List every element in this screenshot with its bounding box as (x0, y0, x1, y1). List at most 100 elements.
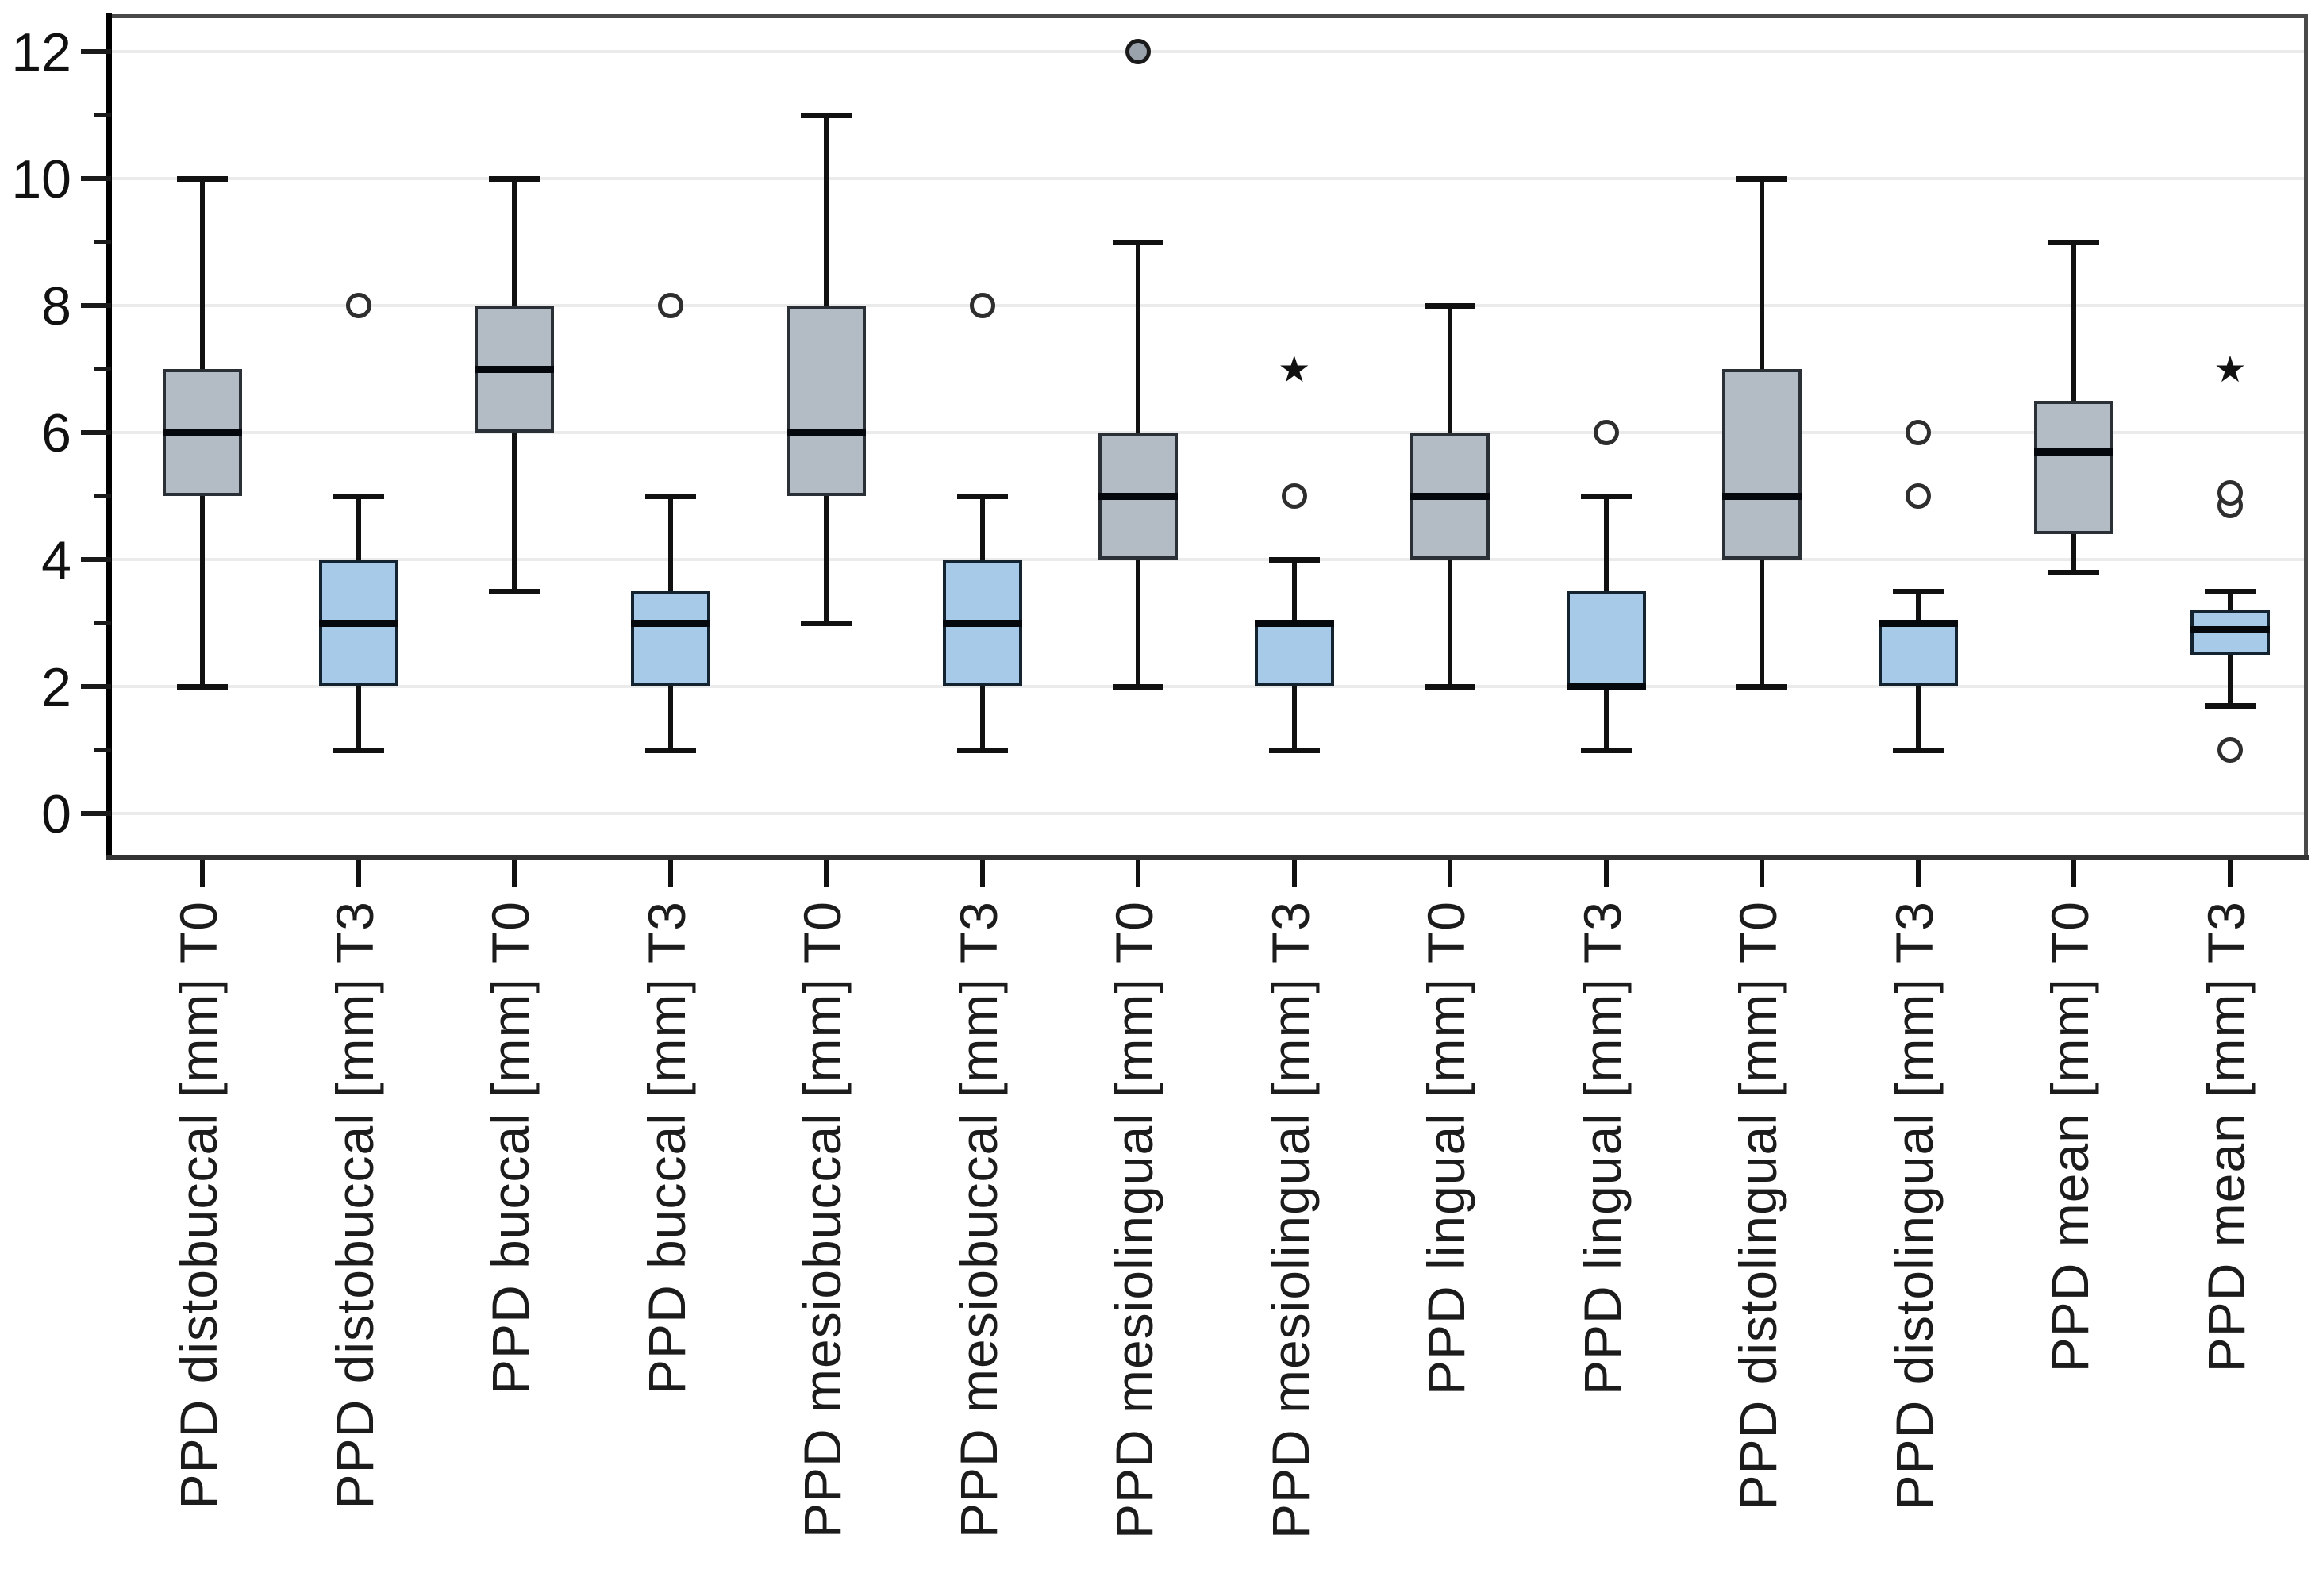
box-6-t3-median (942, 620, 1022, 627)
box-11-t0 (1722, 369, 1802, 560)
box-5-t0-xtick (824, 860, 829, 887)
y-tick-label-12: 12 (11, 22, 71, 83)
y-major-tick-6 (81, 430, 111, 435)
box-1-t0-cap-max (177, 176, 228, 182)
box-11-t0-xtick (1760, 860, 1765, 887)
box-4-t3-xtick (667, 860, 673, 887)
box-12-t3-median (1878, 620, 1958, 627)
y-minor-tick-3 (94, 621, 111, 625)
y-minor-tick-5 (94, 494, 111, 498)
box-4-t3-cap-max (644, 494, 696, 499)
box-14-t3-cap-max (2205, 589, 2256, 594)
box-6-t3-xtick (979, 860, 985, 887)
box-7-t0-outlier-12 (1125, 39, 1152, 64)
box-1-t0-cap-min (177, 684, 228, 690)
y-tick-label-10: 10 (11, 149, 71, 210)
y-major-tick-10 (81, 176, 111, 181)
box-9-t0-cap-max (1425, 303, 1476, 309)
box-9-t0-xtick (1448, 860, 1453, 887)
y-axis-line (106, 13, 112, 860)
gridline-y8 (111, 304, 2304, 307)
x-category-label-5: PPD mesiobuccal [mm] T0 (793, 901, 852, 1539)
box-6-t3-cap-min (956, 748, 1008, 753)
x-category-label-10: PPD lingual [mm] T3 (1572, 901, 1632, 1395)
box-3-t0-cap-max (489, 176, 540, 182)
y-minor-tick-9 (94, 240, 111, 244)
box-10-t3-median (1566, 683, 1646, 690)
box-14-t3-outlier-5.05 (2217, 480, 2244, 506)
box-1-t0-xtick (200, 860, 205, 887)
box-5-t0 (787, 306, 867, 496)
gridline-y6 (111, 431, 2304, 434)
box-4-t3-median (630, 620, 710, 627)
box-14-t3-median (2190, 626, 2271, 633)
box-5-t0-median (787, 429, 867, 436)
box-4-t3-outlier-8 (657, 293, 683, 318)
box-3-t0-median (475, 366, 555, 373)
y-tick-label-8: 8 (41, 276, 71, 337)
y-major-tick-2 (81, 684, 111, 689)
y-minor-tick-11 (94, 113, 111, 117)
box-2-t3-cap-max (333, 494, 384, 499)
y-minor-tick-1 (94, 748, 111, 752)
x-category-label-12: PPD distolingual [mm] T3 (1884, 901, 1944, 1510)
y-minor-tick-7 (94, 367, 111, 371)
y-major-tick-4 (81, 557, 111, 562)
x-category-label-1: PPD distobuccal [mm] T0 (169, 901, 228, 1509)
box-2-t3-median (318, 620, 398, 627)
box-13-t0-cap-max (2048, 240, 2100, 245)
box-4-t3-cap-min (644, 748, 696, 753)
x-category-label-13: PPD mean [mm] T0 (2040, 901, 2100, 1373)
box-7-t0-cap-min (1113, 684, 1164, 690)
box-8-t3-median (1254, 620, 1334, 627)
box-12-t3-cap-max (1892, 589, 1944, 594)
plot-border-top (111, 14, 2307, 18)
x-category-label-9: PPD lingual [mm] T0 (1417, 901, 1476, 1395)
box-13-t0-xtick (2071, 860, 2077, 887)
x-category-label-6: PPD mesiobuccal [mm] T3 (948, 901, 1008, 1539)
y-major-tick-8 (81, 303, 111, 308)
box-8-t3-outlier-5 (1281, 483, 1307, 509)
box-9-t0-median (1410, 493, 1490, 500)
box-12-t3-xtick (1915, 860, 1921, 887)
box-9-t0-cap-min (1425, 684, 1476, 690)
box-8-t3-outlier-star-7: ★ (1278, 348, 1311, 390)
box-13-t0-cap-min (2048, 570, 2100, 575)
box-11-t0-median (1722, 493, 1802, 500)
x-category-label-11: PPD distolingual [mm] T0 (1729, 901, 1788, 1510)
box-1-t0-median (163, 429, 242, 436)
x-category-label-14: PPD mean [mm] T3 (2197, 901, 2256, 1373)
y-tick-label-0: 0 (41, 784, 71, 844)
box-11-t0-cap-min (1736, 684, 1788, 690)
box-10-t3-cap-min (1580, 748, 1632, 753)
box-7-t0-cap-max (1113, 240, 1164, 245)
y-tick-label-6: 6 (41, 403, 71, 463)
box-12-t3-cap-min (1892, 748, 1944, 753)
box-10-t3-outlier-6 (1593, 420, 1619, 445)
box-3-t0-cap-min (489, 589, 540, 594)
box-8-t3 (1254, 623, 1334, 686)
box-10-t3-cap-max (1580, 494, 1632, 499)
box-11-t0-cap-max (1736, 176, 1788, 182)
y-major-tick-12 (81, 49, 111, 54)
box-8-t3-cap-min (1268, 748, 1320, 753)
gridline-y10 (111, 177, 2304, 180)
box-7-t0-median (1098, 493, 1179, 500)
x-category-label-7: PPD mesiolingual [mm] T0 (1105, 901, 1164, 1540)
gridline-y4 (111, 558, 2304, 561)
x-category-label-2: PPD distobuccal [mm] T3 (325, 901, 384, 1509)
gridline-y2 (111, 685, 2304, 688)
box-12-t3-outlier-6 (1905, 420, 1931, 445)
box-8-t3-cap-max (1268, 557, 1320, 563)
box-12-t3-outlier-5 (1905, 483, 1931, 509)
box-2-t3-cap-min (333, 748, 384, 753)
box-3-t0-xtick (512, 860, 517, 887)
box-14-t3-outlier-1 (2217, 737, 2244, 763)
x-category-label-3: PPD buccal [mm] T0 (481, 901, 540, 1394)
x-category-label-4: PPD buccal [mm] T3 (637, 901, 696, 1394)
box-2-t3-xtick (356, 860, 361, 887)
box-14-t3-xtick (2228, 860, 2233, 887)
box-6-t3-cap-max (956, 494, 1008, 499)
box-4-t3 (630, 591, 710, 686)
